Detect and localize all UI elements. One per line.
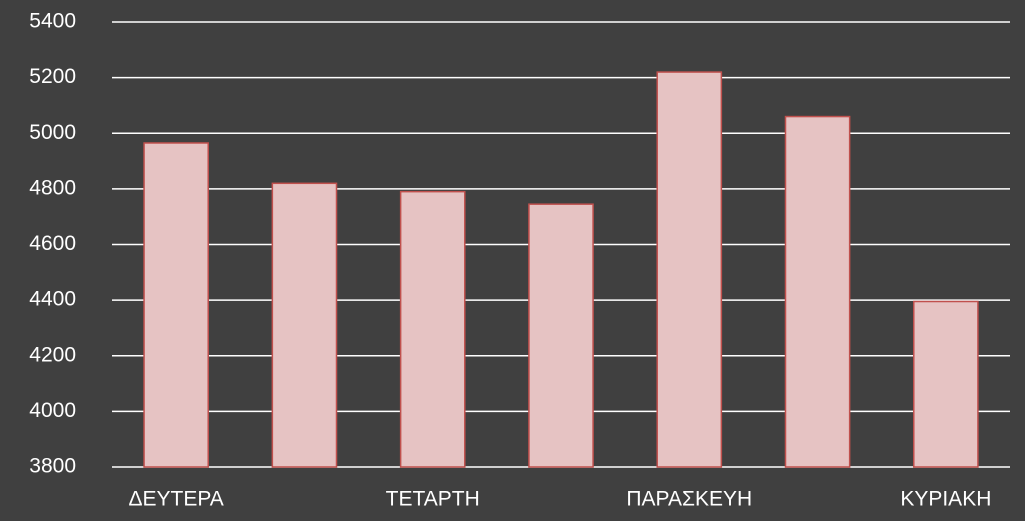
- y-tick-label: 5400: [29, 10, 76, 33]
- bar: [143, 142, 209, 468]
- y-tick-label: 5200: [29, 65, 76, 88]
- bar: [528, 203, 594, 468]
- x-tick-label: ΚΥΡΙΑΚΗ: [900, 488, 991, 511]
- y-tick-label: 5000: [29, 121, 76, 144]
- bar: [399, 190, 466, 468]
- y-tick-label: 4800: [29, 176, 76, 199]
- x-tick-label: ΔΕΥΤΕΡΑ: [128, 488, 223, 511]
- bar: [784, 115, 851, 468]
- y-tick-label: 4200: [29, 343, 76, 366]
- x-tick-label: ΤΕΤΑΡΤΗ: [386, 488, 480, 511]
- y-tick-label: 3800: [29, 455, 76, 478]
- bar: [656, 71, 723, 468]
- y-tick-label: 4600: [29, 232, 76, 255]
- x-tick-label: ΠΑΡΑΣΚΕΥΗ: [626, 488, 752, 511]
- bar: [913, 300, 979, 468]
- y-tick-label: 4400: [29, 288, 76, 311]
- bar: [271, 182, 338, 468]
- y-tick-label: 4000: [29, 399, 76, 422]
